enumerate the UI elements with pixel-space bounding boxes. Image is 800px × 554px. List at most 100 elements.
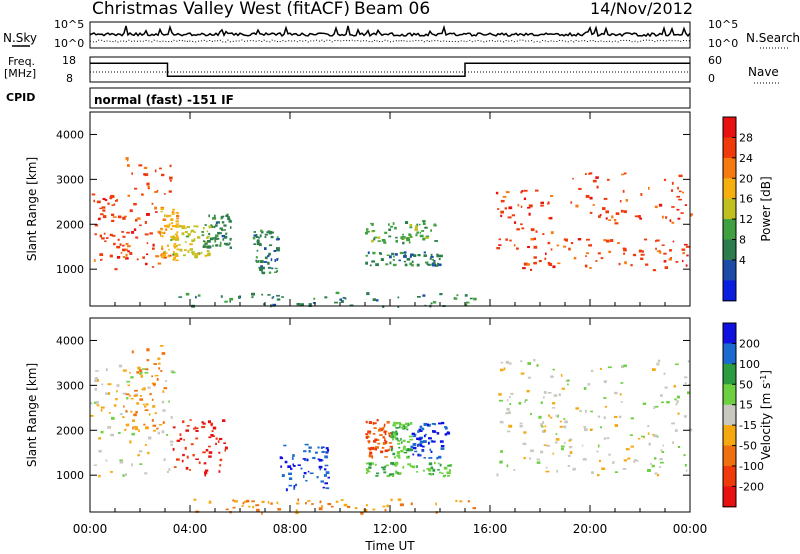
range-gate-cell xyxy=(587,383,591,386)
range-gate-cell xyxy=(135,236,139,239)
range-gate-cell xyxy=(440,447,445,450)
range-gate-cell xyxy=(227,218,231,221)
range-gate-cell xyxy=(408,435,412,438)
range-gate-cell xyxy=(394,253,398,256)
range-gate-cell xyxy=(533,245,538,249)
range-gate-cell xyxy=(190,229,195,232)
range-gate-cell xyxy=(545,252,547,256)
range-gate-cell xyxy=(600,257,604,260)
range-gate-cell xyxy=(158,424,163,426)
range-gate-cell xyxy=(209,237,214,241)
range-gate-cell xyxy=(513,469,516,471)
range-gate-cell xyxy=(418,437,422,441)
range-gate-cell xyxy=(90,402,93,405)
range-gate-cell xyxy=(503,367,506,371)
range-gate-cell xyxy=(111,213,115,217)
range-gate-cell xyxy=(207,420,211,424)
range-gate-cell xyxy=(93,464,98,466)
range-gate-cell xyxy=(402,465,405,469)
range-gate-cell xyxy=(218,451,221,454)
range-gate-cell xyxy=(260,265,263,268)
range-gate-cell xyxy=(583,387,587,390)
range-gate-cell xyxy=(687,391,690,395)
range-gate-cell xyxy=(175,223,180,225)
range-gate-cell xyxy=(416,465,418,469)
colorbar-tick-label: 200 xyxy=(739,337,760,350)
range-gate-cell xyxy=(255,259,257,262)
range-gate-cell xyxy=(676,195,680,198)
range-gate-cell xyxy=(651,464,655,468)
range-gate-cell xyxy=(148,413,151,416)
range-gate-cell xyxy=(118,364,123,368)
range-gate-cell xyxy=(155,255,160,258)
range-gate-cell xyxy=(117,238,120,241)
range-gate-cell xyxy=(178,225,182,228)
range-gate-cell xyxy=(215,221,218,225)
range-gate-cell xyxy=(305,502,307,505)
range-gate-cell xyxy=(682,259,684,263)
range-gate-cell xyxy=(391,431,395,434)
range-gate-cell xyxy=(160,345,164,347)
range-gate-cell xyxy=(268,252,271,256)
range-gate-cell xyxy=(516,247,519,250)
range-gate-cell xyxy=(605,239,610,243)
range-gate-cell xyxy=(413,254,417,257)
range-gate-cell xyxy=(440,445,445,448)
range-gate-cell xyxy=(394,435,397,439)
range-gate-cell xyxy=(423,423,427,426)
range-gate-cell xyxy=(382,305,385,308)
range-gate-cell xyxy=(246,499,250,503)
colorbar-segment xyxy=(723,157,736,179)
range-gate-cell xyxy=(552,265,556,269)
range-gate-cell xyxy=(555,438,560,441)
range-gate-cell xyxy=(296,502,300,505)
range-gate-cell xyxy=(623,459,627,462)
range-gate-cell xyxy=(437,262,440,266)
range-gate-cell xyxy=(536,364,539,367)
range-gate-cell xyxy=(261,270,263,273)
range-gate-cell xyxy=(611,215,614,219)
range-gate-cell xyxy=(371,260,375,263)
range-gate-cell xyxy=(372,422,377,425)
range-gate-cell xyxy=(175,259,179,262)
range-gate-cell xyxy=(561,387,565,390)
range-gate-cell xyxy=(678,190,682,193)
range-gate-cell xyxy=(410,253,414,257)
range-gate-cell xyxy=(624,261,627,265)
range-gate-cell xyxy=(394,226,397,230)
range-gate-cell xyxy=(392,474,395,477)
range-gate-cell xyxy=(436,254,441,258)
range-gate-cell xyxy=(521,190,524,193)
range-gate-cell xyxy=(464,294,468,297)
range-gate-cell xyxy=(290,467,293,470)
range-gate-cell xyxy=(422,440,427,443)
colorbar-tick-label: 4 xyxy=(739,254,746,267)
range-gate-cell xyxy=(389,261,392,265)
range-gate-cell xyxy=(671,181,674,185)
range-gate-cell xyxy=(614,391,618,395)
colorbar-segment xyxy=(723,465,736,487)
range-gate-cell xyxy=(366,470,371,473)
range-gate-cell xyxy=(215,442,217,446)
range-gate-cell xyxy=(446,475,450,477)
range-gate-cell xyxy=(268,271,272,274)
range-gate-cell xyxy=(109,471,113,473)
range-gate-cell xyxy=(395,430,398,433)
range-gate-cell xyxy=(665,216,668,219)
range-gate-cell xyxy=(157,262,162,265)
cpid-label: CPID xyxy=(6,91,35,104)
range-gate-cell xyxy=(223,442,226,444)
range-gate-cell xyxy=(555,414,558,417)
range-gate-cell xyxy=(377,439,380,441)
range-gate-cell xyxy=(586,238,590,241)
range-gate-cell xyxy=(618,262,621,266)
range-gate-cell xyxy=(437,455,442,459)
range-gate-cell xyxy=(140,374,143,378)
range-gate-cell xyxy=(406,238,411,242)
range-gate-cell xyxy=(125,423,130,427)
range-gate-cell xyxy=(623,172,627,175)
range-gate-cell xyxy=(264,236,267,238)
range-gate-cell xyxy=(680,212,684,214)
range-gate-cell xyxy=(102,209,106,212)
range-gate-cell xyxy=(368,466,372,469)
